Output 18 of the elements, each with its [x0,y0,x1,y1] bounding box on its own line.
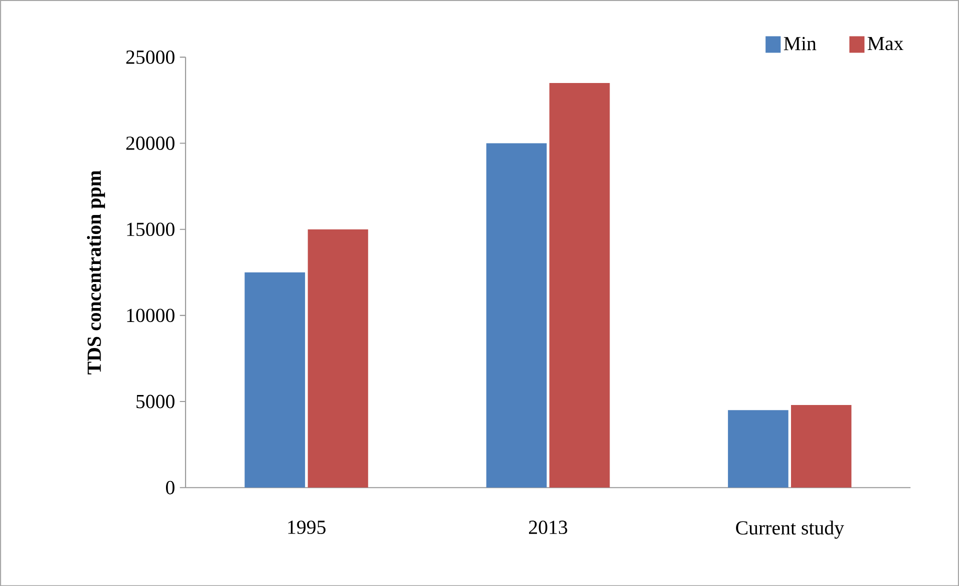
y-tick-label: 10000 [127,308,174,322]
bar [244,272,306,488]
y-tick-label: 0 [166,480,174,494]
legend-label: Max [868,36,904,50]
y-tick-label: 20000 [126,136,174,150]
bar [486,143,547,488]
bar [308,229,368,488]
x-tick-label: 2013 [529,520,568,534]
y-tick-label: 15000 [127,222,174,236]
y-axis-title: TDS concentration ppm [86,170,106,374]
bar [728,410,788,488]
legend-label: Min [784,36,816,50]
y-tick-label: 25000 [126,50,174,64]
bar [549,82,610,488]
x-tick-label: Current study [736,520,844,539]
x-tick-label: 1995 [288,520,326,534]
y-tick-label: 5000 [136,394,174,408]
bar [791,404,852,488]
